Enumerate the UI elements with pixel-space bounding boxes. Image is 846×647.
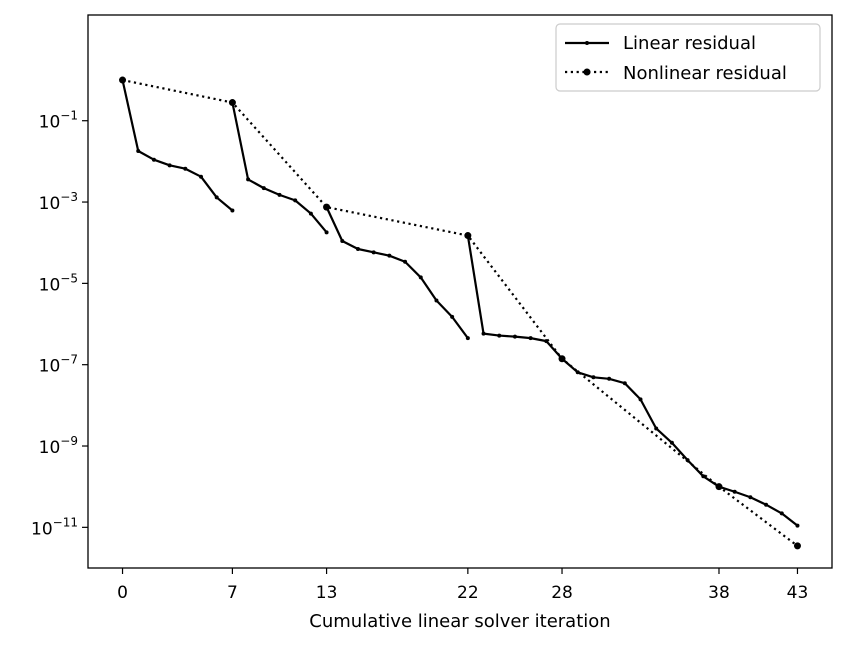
point-nonlinear-residual-3 (464, 232, 472, 240)
x-tick-label-13: 13 (316, 583, 338, 603)
point-linear-residual-3-12 (654, 426, 659, 431)
point-linear-residual-3-14 (685, 458, 690, 463)
point-linear-residual-2-5 (403, 259, 408, 264)
point-linear-residual-0-5 (199, 174, 204, 179)
point-linear-residual-0-6 (214, 195, 219, 200)
point-linear-residual-1-5 (308, 211, 313, 216)
point-linear-residual-3-18 (748, 495, 753, 500)
point-nonlinear-residual-0 (119, 76, 127, 84)
point-linear-residual-0-4 (183, 166, 188, 171)
x-tick-label-7: 7 (227, 583, 238, 603)
point-linear-residual-3-9 (607, 376, 612, 381)
x-tick-label-38: 38 (708, 583, 730, 603)
point-linear-residual-0-7 (230, 208, 235, 213)
x-axis: 0 7 13 22 28 38 43 (117, 568, 808, 603)
point-linear-residual-3-20 (779, 511, 784, 516)
legend-marker-nonlinear-residual (583, 68, 591, 76)
y-tick-label--11: 10−11 (31, 515, 78, 539)
y-axis: 10−1 10−3 10−5 10−7 10−9 10−11 (31, 109, 88, 539)
point-linear-residual-3-10 (622, 381, 627, 386)
point-linear-residual-2-3 (371, 250, 376, 255)
point-linear-residual-3-2 (497, 333, 502, 338)
point-linear-residual-3-13 (669, 440, 674, 445)
point-nonlinear-residual-5 (715, 483, 723, 491)
point-linear-residual-3-5 (544, 339, 549, 344)
x-axis-label: Cumulative linear solver iteration (309, 611, 610, 632)
x-tick-label-28: 28 (551, 583, 573, 603)
point-linear-residual-3-7 (575, 370, 580, 375)
point-nonlinear-residual-2 (323, 203, 331, 211)
point-linear-residual-2-6 (418, 275, 423, 280)
series-line-linear-residual-segment-0 (121, 79, 234, 212)
point-linear-residual-1-2 (261, 186, 266, 191)
plot-area (119, 76, 801, 550)
point-linear-residual-3-15 (701, 474, 706, 479)
point-linear-residual-1-6 (324, 230, 329, 235)
legend-marker-linear-residual (585, 41, 589, 45)
y-tick-label--1: 10−1 (39, 109, 78, 133)
y-tick-label--7: 10−7 (39, 353, 78, 377)
point-linear-residual-2-9 (465, 336, 470, 341)
point-nonlinear-residual-6 (793, 542, 801, 550)
series-line-linear-residual-segment-2 (325, 206, 469, 339)
legend-label-linear-residual: Linear residual (623, 33, 756, 54)
x-tick-label-0: 0 (117, 583, 128, 603)
series-line-linear-residual-segment-3 (466, 235, 799, 527)
legend-label-nonlinear-residual: Nonlinear residual (623, 63, 787, 84)
legend: Linear residual Nonlinear residual (555, 23, 821, 92)
point-linear-residual-2-2 (355, 247, 360, 252)
point-linear-residual-0-2 (151, 157, 156, 162)
point-linear-residual-2-4 (387, 253, 392, 258)
point-linear-residual-3-1 (481, 331, 486, 336)
y-tick-label--9: 10−9 (39, 434, 78, 458)
x-tick-label-22: 22 (457, 583, 479, 603)
point-linear-residual-0-1 (136, 149, 141, 154)
legend-box (555, 23, 821, 92)
point-nonlinear-residual-1 (228, 99, 236, 107)
point-linear-residual-2-8 (450, 314, 455, 319)
point-linear-residual-3-17 (732, 489, 737, 494)
point-linear-residual-3-19 (764, 502, 769, 507)
point-linear-residual-1-1 (246, 177, 251, 182)
point-linear-residual-2-7 (434, 298, 439, 303)
point-linear-residual-2-1 (340, 239, 345, 244)
point-linear-residual-3-4 (528, 336, 533, 341)
point-linear-residual-3-3 (512, 334, 517, 339)
point-linear-residual-3-8 (591, 375, 596, 380)
point-linear-residual-3-21 (795, 523, 800, 528)
point-linear-residual-3-11 (638, 397, 643, 402)
x-tick-label-43: 43 (787, 583, 809, 603)
y-tick-label--5: 10−5 (39, 271, 78, 295)
plot-frame (87, 14, 833, 569)
point-linear-residual-1-4 (293, 198, 298, 203)
y-tick-label--3: 10−3 (39, 190, 78, 214)
point-nonlinear-residual-4 (558, 355, 566, 363)
point-linear-residual-0-3 (167, 163, 172, 168)
point-linear-residual-1-3 (277, 192, 282, 197)
